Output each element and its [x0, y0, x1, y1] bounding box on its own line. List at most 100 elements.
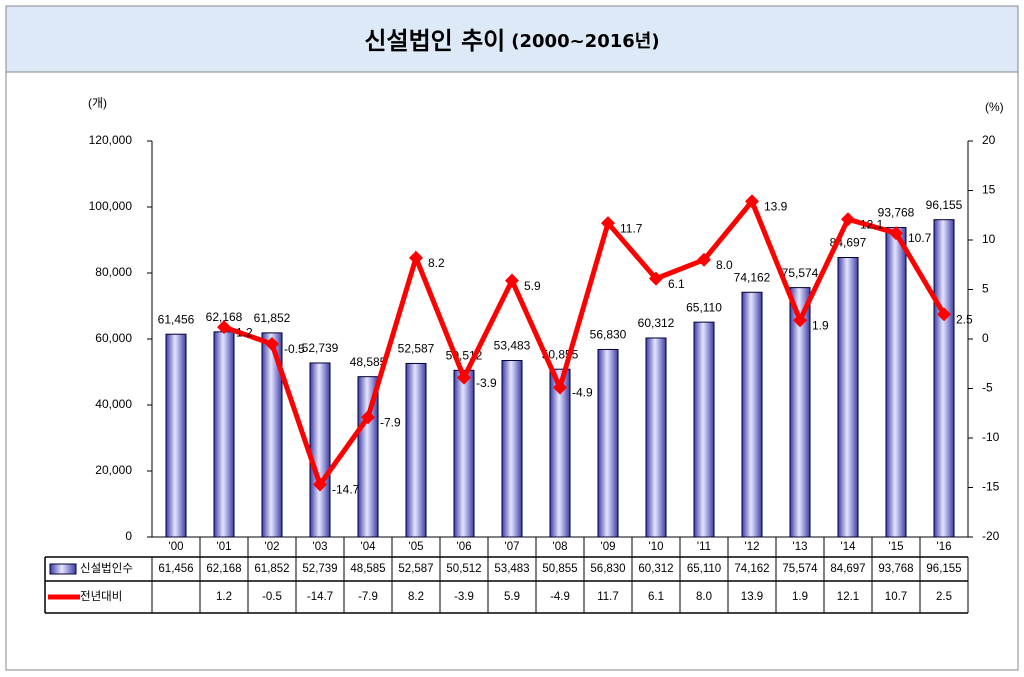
line-marker: [217, 320, 231, 335]
bar-value-label: 74,162: [734, 270, 771, 284]
y2-tick-label: -15: [982, 480, 1000, 494]
y2-axis-label: (%): [985, 100, 1004, 114]
table-cell: -14.7: [307, 591, 333, 603]
y-tick-label: 60,000: [95, 331, 132, 345]
line-value-label: -3.9: [476, 376, 497, 390]
chart-subtitle: (2000~2016년): [511, 31, 659, 52]
x-tick-label: '09: [601, 541, 616, 553]
header: [5, 5, 1019, 73]
table-cell: -3.9: [454, 591, 474, 603]
bar: [789, 287, 811, 538]
line-marker: [265, 336, 279, 351]
line-value-label: 11.7: [620, 221, 643, 235]
x-tick-label: '01: [217, 541, 232, 553]
bar: [165, 333, 187, 538]
line-marker: [457, 370, 471, 385]
x-tick-label: '03: [313, 541, 328, 553]
line-marker: [313, 477, 327, 492]
table-cell: 53,483: [494, 563, 529, 575]
table-cell: 11.7: [597, 591, 619, 603]
bar: [645, 337, 667, 538]
table-cell: 52,587: [398, 563, 433, 575]
chart-title: 신설법인 추이: [364, 27, 505, 55]
table-cell: 75,574: [782, 563, 818, 575]
table-cell: 56,830: [590, 563, 625, 575]
y-tick-label: 0: [125, 529, 132, 543]
table-cell: -7.9: [358, 591, 378, 603]
bar-value-label: 60,312: [638, 316, 675, 330]
table-cell: 93,768: [878, 563, 913, 575]
y2-tick-label: -5: [982, 381, 993, 395]
table-cell: 5.9: [504, 591, 520, 603]
line-value-label: 8.2: [428, 256, 445, 270]
bar: [549, 368, 571, 538]
x-tick-label: '05: [409, 541, 424, 553]
bar: [693, 321, 715, 538]
bar: [741, 291, 763, 538]
bar-value-label: 75,574: [782, 266, 819, 280]
line-value-label: 6.1: [668, 277, 685, 291]
title-group: 신설법인 추이 (2000~2016년): [364, 27, 659, 55]
bar: [501, 360, 523, 538]
bar: [933, 219, 955, 538]
bar-value-label: 52,587: [398, 342, 435, 356]
bar-value-label: 62,168: [206, 310, 243, 324]
bar: [597, 348, 619, 538]
bar-value-label: 61,456: [158, 312, 195, 326]
table-cell: 50,512: [446, 563, 481, 575]
bar: [405, 362, 427, 538]
bar-value-label: 52,739: [302, 341, 339, 355]
table-cell: 62,168: [206, 563, 241, 575]
x-tick-label: '04: [361, 541, 377, 553]
bar-value-label: 96,155: [926, 198, 963, 212]
legend-label: 전년대비: [80, 590, 122, 603]
line-value-label: -0.5: [284, 342, 305, 356]
y2-tick-label: -20: [982, 529, 1000, 543]
y2-tick-label: 20: [982, 133, 996, 147]
bar-value-label: 93,768: [878, 206, 915, 220]
table-cell: 61,456: [158, 563, 193, 575]
y2-tick-label: 0: [982, 331, 989, 345]
table-cell: 74,162: [734, 563, 769, 575]
bar-value-label: 61,852: [254, 311, 291, 325]
line-marker: [793, 313, 807, 328]
table-cell: 60,312: [638, 563, 673, 575]
line-marker: [361, 410, 375, 425]
table-cell: 10.7: [885, 591, 907, 603]
table-cell: 8.0: [696, 591, 712, 603]
line-value-label: 5.9: [524, 279, 541, 293]
x-tick-label: '07: [505, 541, 520, 553]
table-cell: 1.9: [792, 591, 808, 603]
y-tick-label: 80,000: [95, 265, 132, 279]
x-tick-label: '16: [937, 541, 952, 553]
y2-tick-label: 5: [982, 282, 989, 296]
line-value-label: 8.0: [716, 258, 733, 272]
y-tick-label: 40,000: [95, 397, 132, 411]
line-marker: [601, 216, 615, 231]
bar-value-label: 53,483: [494, 339, 531, 353]
line-marker: [841, 212, 855, 227]
table-cell: 48,585: [350, 563, 385, 575]
line-marker: [553, 380, 567, 395]
x-tick-label: '00: [169, 541, 184, 553]
bar: [453, 369, 475, 538]
table-cell: 50,855: [542, 563, 577, 575]
y-tick-label: 100,000: [89, 199, 133, 213]
x-tick-label: '10: [649, 541, 664, 553]
bar: [837, 256, 859, 538]
bar-value-label: 56,830: [590, 328, 627, 342]
x-tick-label: '06: [457, 541, 472, 553]
line-value-label: -14.7: [332, 483, 360, 497]
line-value-label: 13.9: [764, 200, 788, 214]
table-cell: 84,697: [830, 563, 865, 575]
line-marker: [697, 252, 711, 267]
line-value-label: 12.1: [860, 217, 884, 231]
table-cell: 96,155: [926, 563, 961, 575]
line-value-label: 2.5: [956, 312, 973, 326]
line-marker: [889, 226, 903, 241]
table-cell: 12.1: [837, 591, 859, 603]
line-marker: [649, 271, 663, 286]
table-cell: 6.1: [648, 591, 664, 603]
line-value-label: -4.9: [572, 386, 593, 400]
x-tick-label: '02: [265, 541, 280, 553]
